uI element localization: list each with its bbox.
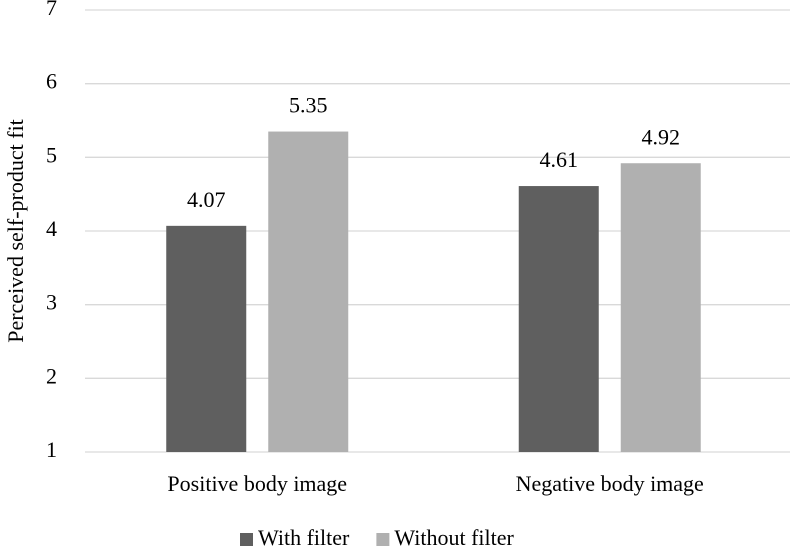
value-label: 4.61 (540, 147, 579, 172)
y-axis-label: Perceived self-product fit (3, 119, 28, 343)
y-tick-label: 1 (46, 437, 57, 462)
value-label: 5.35 (289, 93, 328, 118)
bar (518, 186, 599, 452)
legend-label: With filter (258, 525, 350, 549)
legend-swatch (376, 533, 390, 546)
y-tick-label: 6 (46, 69, 57, 94)
y-tick-label: 7 (46, 0, 57, 20)
legend-swatch (240, 533, 253, 546)
value-label: 4.92 (642, 124, 681, 149)
value-label: 4.07 (187, 187, 226, 212)
y-tick-label: 4 (46, 216, 57, 241)
legend-label: Without filter (394, 525, 514, 549)
y-tick-label: 2 (46, 363, 57, 388)
bar (166, 225, 247, 452)
y-tick-label: 3 (46, 290, 57, 315)
bar (620, 163, 701, 452)
y-tick-label: 5 (46, 142, 57, 167)
x-tick-label: Positive body image (167, 471, 347, 496)
bar (268, 131, 349, 453)
x-tick-label: Negative body image (516, 471, 704, 496)
